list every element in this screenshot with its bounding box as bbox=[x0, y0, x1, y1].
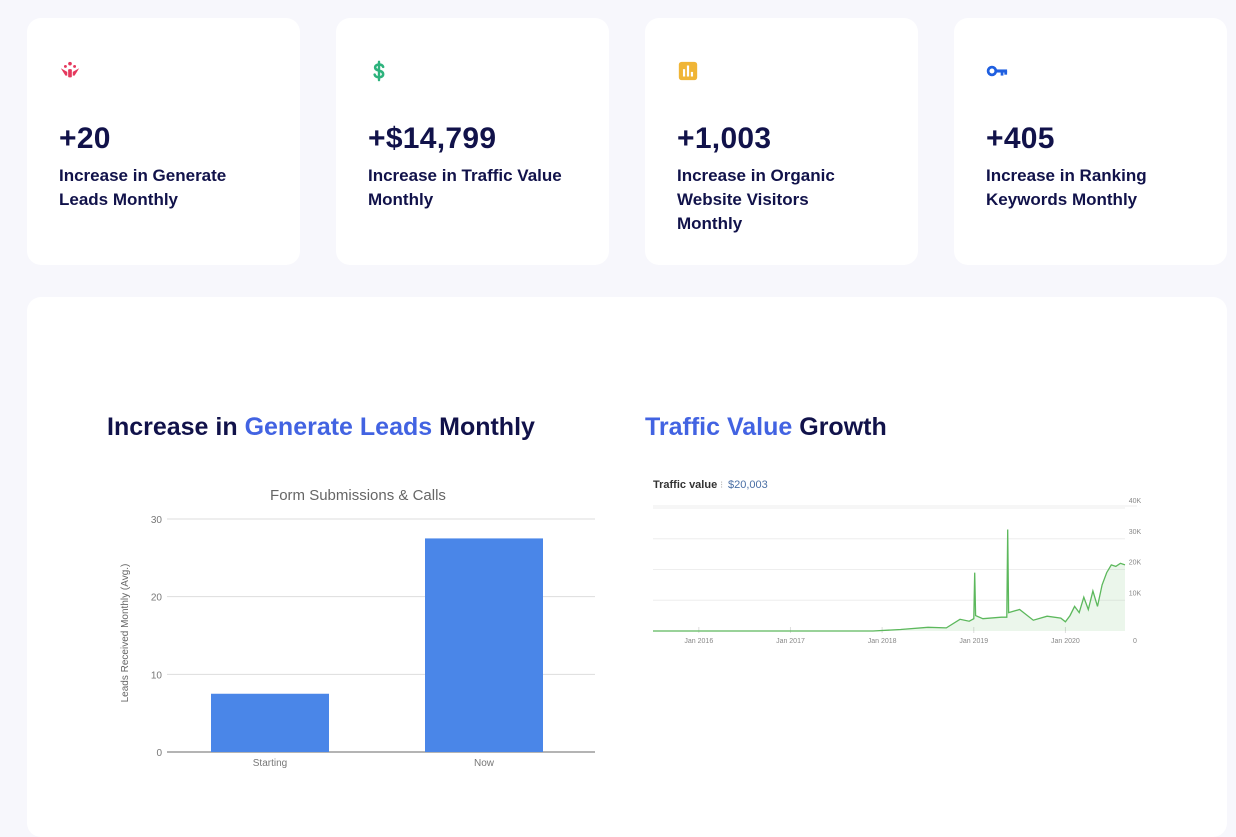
heading-text: Increase in bbox=[107, 413, 245, 441]
traffic-separator: ⁝ bbox=[720, 480, 723, 491]
stat-value: +405 bbox=[986, 122, 1055, 155]
bar bbox=[211, 693, 329, 752]
y-tick-label: 20 bbox=[151, 593, 163, 604]
x-tick-label: Jan 2019 bbox=[959, 638, 988, 645]
x-tick-label: Starting bbox=[253, 758, 287, 769]
traffic-heading: Traffic Value Growth bbox=[645, 413, 887, 442]
leads-bar-chart: Form Submissions & Calls Leads Received … bbox=[120, 487, 595, 769]
heading-text: Growth bbox=[792, 413, 887, 441]
series-line bbox=[653, 529, 1126, 632]
stat-label: Increase in Organic Website Visitors Mon… bbox=[677, 166, 835, 233]
stat-value: +20 bbox=[59, 122, 111, 155]
people-leads-icon bbox=[60, 61, 80, 78]
y-tick-label: 30 bbox=[151, 515, 163, 526]
dollar-icon bbox=[373, 60, 385, 82]
x-tick-label: Jan 2016 bbox=[684, 638, 713, 645]
stat-card-leads: +20 Increase in Generate Leads Monthly bbox=[27, 18, 300, 265]
stat-label: Increase in Traffic Value Monthly bbox=[368, 166, 562, 209]
heading-accent: Generate Leads bbox=[244, 413, 433, 441]
y-tick-label: 40K bbox=[1129, 498, 1142, 505]
stat-label: Increase in Generate Leads Monthly bbox=[59, 166, 227, 209]
stat-card-ranking-keywords: +405 Increase in Ranking Keywords Monthl… bbox=[954, 18, 1227, 265]
traffic-value-chart: Traffic value ⁝ $20,003 0 10K 20K 30K 40K Jan… bbox=[653, 479, 1142, 645]
x-tick-label: Jan 2017 bbox=[776, 638, 805, 645]
stat-value: +1,003 bbox=[677, 122, 772, 155]
x-tick-label: Jan 2020 bbox=[1051, 638, 1080, 645]
chart-title: Form Submissions & Calls bbox=[270, 487, 446, 504]
y-tick-label: 0 bbox=[1133, 638, 1137, 645]
y-axis-label: Leads Received Monthly (Avg.) bbox=[120, 564, 131, 703]
y-tick-label: 20K bbox=[1129, 560, 1142, 567]
area-fill bbox=[653, 529, 1125, 631]
x-tick-label: Jan 2018 bbox=[868, 638, 897, 645]
bar bbox=[425, 538, 543, 752]
traffic-summary: $20,003 bbox=[728, 479, 768, 491]
y-tick-label: 30K bbox=[1129, 529, 1142, 536]
x-tick-label: Now bbox=[474, 758, 495, 769]
y-tick-label: 10K bbox=[1129, 590, 1142, 597]
key-icon bbox=[986, 65, 1008, 77]
y-tick-label: 10 bbox=[151, 670, 163, 681]
leads-heading: Increase in Generate Leads Monthly bbox=[107, 413, 535, 442]
traffic-label: Traffic value bbox=[653, 479, 717, 491]
stat-card-organic-visitors: +1,003 Increase in Organic Website Visit… bbox=[645, 18, 918, 265]
heading-accent: Traffic Value bbox=[645, 413, 793, 441]
y-tick-label: 0 bbox=[156, 748, 162, 759]
stat-label: Increase in Ranking Keywords Monthly bbox=[986, 166, 1147, 209]
bar-chart-icon bbox=[678, 61, 698, 81]
heading-text: Monthly bbox=[432, 413, 535, 441]
stat-card-traffic-value: +$14,799 Increase in Traffic Value Month… bbox=[336, 18, 609, 265]
stat-value: +$14,799 bbox=[368, 122, 497, 155]
